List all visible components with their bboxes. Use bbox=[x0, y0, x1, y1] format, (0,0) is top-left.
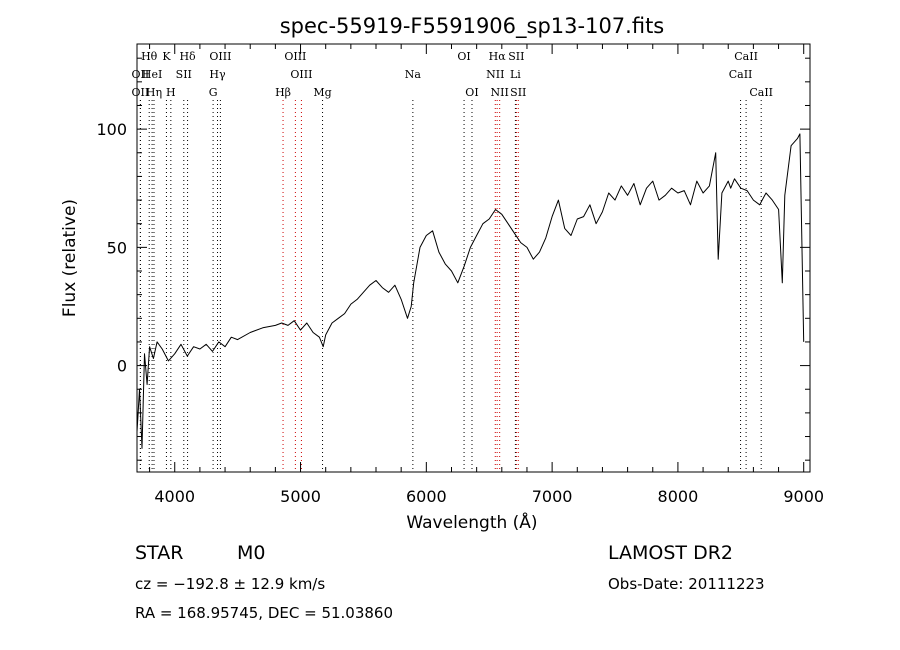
spectral-line-label: OI bbox=[465, 86, 478, 99]
spectral-line-label: NII bbox=[491, 86, 509, 99]
spectral-line-label: SII bbox=[176, 68, 192, 81]
axis-ticks-layer: 4000 5000 6000 7000 8000 9000 0 50 100 bbox=[96, 44, 824, 506]
y-tick-label: 0 bbox=[117, 357, 127, 376]
spectral-line-label: Hδ bbox=[179, 50, 196, 63]
spectral-line-label: Hβ bbox=[275, 86, 291, 99]
spectral-line-label: OI bbox=[457, 50, 470, 63]
spectral-line-label: CaII bbox=[729, 68, 753, 81]
x-tick-label: 7000 bbox=[532, 487, 573, 506]
plot-frame bbox=[136, 43, 811, 473]
x-tick-label: 8000 bbox=[658, 487, 699, 506]
spectral-line-label: G bbox=[209, 86, 218, 99]
spectral-line-label: CaII bbox=[749, 86, 773, 99]
spectral-line-label: Li bbox=[510, 68, 521, 81]
spectral-line-label: NII bbox=[486, 68, 504, 81]
spectral-lines-layer bbox=[139, 100, 762, 472]
spectral-line-label: Mg bbox=[313, 86, 331, 99]
spectral-line-label: OII bbox=[132, 68, 150, 81]
x-tick-label: 9000 bbox=[783, 487, 824, 506]
spectral-line-label: OIII bbox=[209, 50, 231, 63]
spectral-line-label: CaII bbox=[734, 50, 758, 63]
spectral-line-label: H bbox=[166, 86, 176, 99]
spectral-line-label: K bbox=[162, 50, 171, 63]
spectral-line-label: Na bbox=[405, 68, 422, 81]
y-tick-label: 50 bbox=[107, 238, 127, 257]
series-layer bbox=[136, 133, 805, 449]
redshift-velocity: cz = −192.8 ± 12.9 km/s bbox=[135, 575, 326, 593]
spectral-line-label: OIII bbox=[290, 68, 312, 81]
chart-title: spec-55919-F5591906_sp13-107.fits bbox=[280, 14, 665, 39]
x-tick-label: 5000 bbox=[280, 487, 321, 506]
spectrum-series-line bbox=[136, 133, 805, 449]
spectral-line-label: SII bbox=[508, 50, 524, 63]
spectral-line-label: Hη bbox=[146, 86, 162, 99]
x-axis-title: Wavelength (Å) bbox=[406, 511, 537, 533]
spectral-line-label: OII bbox=[132, 86, 150, 99]
survey-name: LAMOST DR2 bbox=[608, 542, 733, 564]
object-subclass: M0 bbox=[237, 542, 266, 564]
y-tick-label: 100 bbox=[96, 120, 127, 139]
observation-date: Obs-Date: 20111223 bbox=[608, 575, 765, 593]
x-tick-label: 4000 bbox=[154, 487, 195, 506]
x-tick-label: 6000 bbox=[406, 487, 447, 506]
spectral-line-label: SII bbox=[510, 86, 526, 99]
spectral-line-label: OIII bbox=[284, 50, 306, 63]
spectral-line-label: Hγ bbox=[209, 68, 226, 81]
sky-coordinates: RA = 168.95745, DEC = 51.03860 bbox=[135, 604, 394, 622]
spectral-line-label: HeI bbox=[142, 68, 162, 81]
spectral-line-label: Hα bbox=[489, 50, 507, 63]
y-axis-title: Flux (relative) bbox=[60, 199, 80, 317]
object-class: STAR bbox=[135, 542, 184, 564]
spectral-line-label: Hθ bbox=[141, 50, 158, 63]
